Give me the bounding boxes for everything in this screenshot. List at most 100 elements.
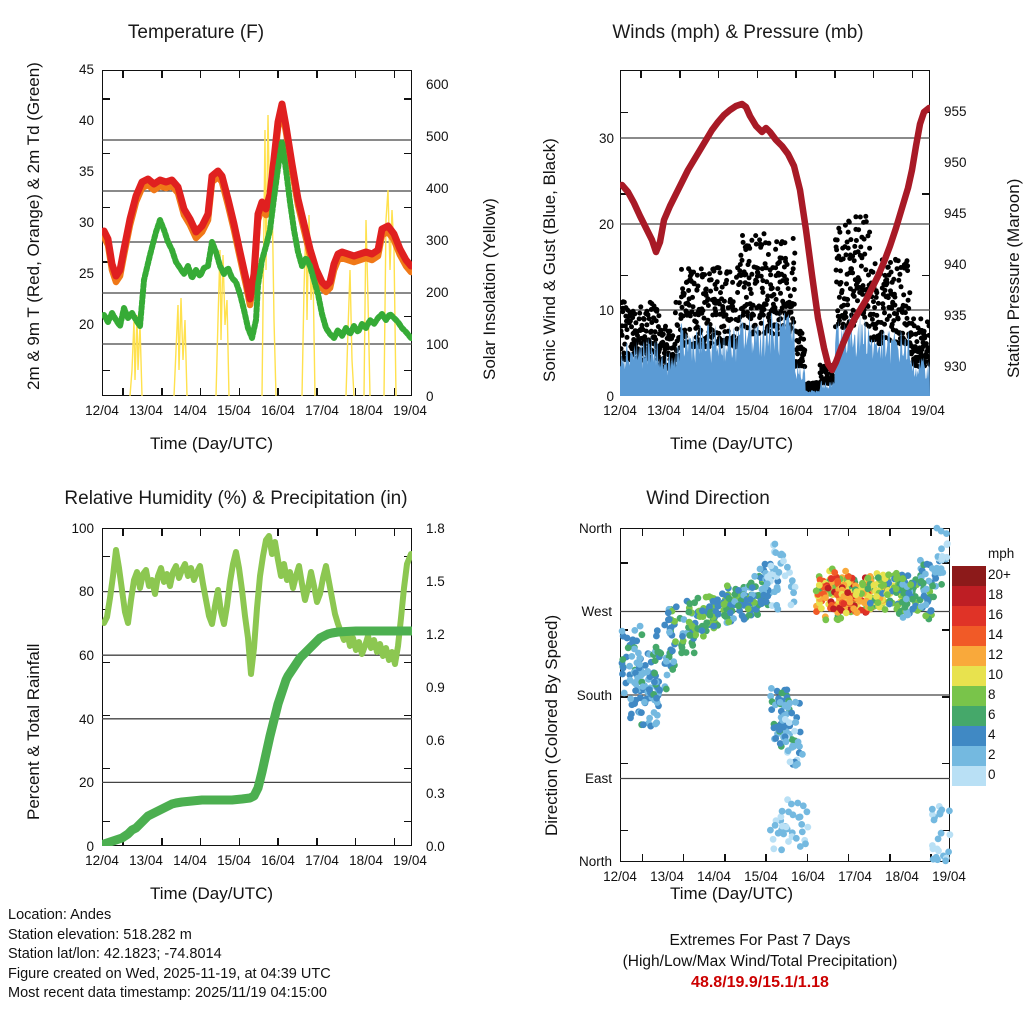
- axis-tick: [404, 714, 411, 717]
- axis-tick: [238, 529, 241, 536]
- panel-humidity-title: Relative Humidity (%) & Precipitation (i…: [64, 488, 408, 509]
- axis-tick: [393, 71, 396, 78]
- axis-tick: [621, 274, 628, 277]
- panel-winds-xtick-7: 19/04: [911, 403, 945, 418]
- panel-temperature: Temperature (F) 2m & 9m T (Red, Orange) …: [0, 0, 512, 470]
- axis-tick: [679, 71, 681, 78]
- axis-tick: [404, 767, 411, 770]
- extremes-subheading: (High/Low/Max Wind/Total Precipitation): [622, 953, 898, 970]
- colorbar-block-0: [952, 566, 986, 586]
- extremes-block: Extremes For Past 7 Days (High/Low/Max W…: [560, 930, 960, 993]
- axis-tick: [161, 388, 163, 395]
- panel-temperature-xtick-4: 16/04: [261, 403, 295, 418]
- temp-2m-trace: [102, 100, 412, 303]
- axis-tick: [404, 206, 411, 209]
- panel-temperature-xtick-7: 19/04: [393, 403, 427, 418]
- panel-wind-direction-ytick-2: South: [576, 688, 612, 703]
- colorbar-label-4: 12: [988, 647, 1004, 662]
- colorbar-unit-label: mph: [988, 546, 1015, 561]
- colorbar-block-1: [952, 586, 986, 606]
- panel-temperature-ytick-left-0: 20: [78, 317, 94, 332]
- axis-tick: [393, 838, 396, 845]
- panel-humidity-xtick-6: 18/04: [349, 853, 383, 868]
- axis-tick: [103, 206, 110, 209]
- extremes-heading: Extremes For Past 7 Days: [669, 932, 851, 949]
- axis-tick: [847, 529, 850, 536]
- axis-tick: [621, 562, 628, 564]
- panel-temperature-ytick-left-5: 45: [78, 62, 94, 77]
- sonic-wind-band: [620, 311, 930, 396]
- footer-elevation: Station elevation: 518.282 m: [8, 926, 192, 943]
- axis-tick: [199, 838, 202, 845]
- axis-tick: [199, 529, 202, 536]
- axis-tick: [404, 608, 411, 611]
- axis-tick: [756, 71, 759, 78]
- panel-temperature-ytick-left-4: 40: [78, 113, 94, 128]
- axis-tick: [316, 388, 318, 395]
- panel-wind-direction-title: Wind Direction: [646, 488, 770, 509]
- panel-humidity-ylabel-left: Percent & Total Rainfall: [24, 643, 43, 820]
- panel-wind-direction-ylabel-left: Direction (Colored By Speed): [542, 614, 561, 836]
- panel-winds-xtick-1: 13/04: [647, 403, 681, 418]
- axis-tick: [103, 661, 110, 664]
- colorbar-block-8: [952, 726, 986, 746]
- panel-wind-direction-xtick-3: 15/04: [744, 869, 778, 884]
- axis-tick: [724, 854, 726, 861]
- panel-winds-plot: [620, 100, 930, 396]
- panel-temperature-ytick-right-4: 400: [426, 181, 449, 196]
- panel-humidity-ytick-right-4: 1.2: [426, 627, 445, 642]
- panel-temperature-ytick-left-2: 30: [78, 215, 94, 230]
- axis-tick: [161, 838, 163, 845]
- panel-humidity-ytick-right-2: 0.6: [426, 733, 445, 748]
- panel-winds-ytick-left-2: 20: [598, 217, 614, 232]
- axis-tick: [316, 529, 318, 536]
- panel-winds-xtick-5: 17/04: [823, 403, 857, 418]
- colorbar-block-2: [952, 606, 986, 626]
- axis-tick: [806, 854, 809, 861]
- panel-humidity-xtick-4: 16/04: [261, 853, 295, 868]
- panel-humidity-xtick-1: 13/04: [129, 853, 163, 868]
- panel-winds-ytick-left-0: 0: [606, 389, 614, 404]
- axis-tick: [103, 369, 110, 372]
- axis-tick: [238, 838, 241, 845]
- colorbar-label-2: 16: [988, 607, 1004, 622]
- panel-winds-ytick-left-3: 30: [598, 131, 614, 146]
- axis-tick: [103, 261, 110, 263]
- colorbar-block-10: [952, 766, 986, 786]
- colorbar-blocks: [952, 566, 986, 786]
- panel-humidity-plot: [102, 533, 412, 846]
- axis-tick: [103, 714, 110, 717]
- panel-humidity-ytick-left-5: 100: [71, 521, 94, 536]
- axis-tick: [103, 152, 110, 155]
- axis-tick: [199, 388, 202, 395]
- axis-tick: [393, 529, 396, 536]
- panel-winds-ytick-right-5: 955: [944, 104, 967, 119]
- axis-tick: [103, 98, 110, 100]
- axis-tick: [354, 529, 357, 536]
- axis-tick: [621, 193, 628, 195]
- axis-tick: [942, 829, 949, 832]
- panel-humidity-ytick-right-1: 0.3: [426, 786, 445, 801]
- axis-tick: [682, 854, 685, 861]
- panel-wind-direction-xtick-6: 18/04: [885, 869, 919, 884]
- panel-temperature-xtick-5: 17/04: [305, 403, 339, 418]
- axis-tick: [404, 820, 411, 823]
- axis-tick: [316, 838, 318, 845]
- extremes-values: 48.8/19.9/15.1/1.18: [691, 974, 829, 991]
- colorbar-block-3: [952, 626, 986, 646]
- axis-tick: [641, 529, 644, 536]
- axis-tick: [834, 71, 836, 78]
- axis-tick: [922, 274, 929, 277]
- axis-tick: [122, 529, 124, 536]
- panel-temperature-ytick-right-1: 100: [426, 337, 449, 352]
- panel-winds-ytick-right-1: 935: [944, 308, 967, 323]
- panel-wind-direction-xtick-0: 12/04: [603, 869, 637, 884]
- panel-winds-ylabel-left: Sonic Wind & Gust (Blue, Black): [540, 138, 559, 382]
- axis-tick: [911, 71, 914, 78]
- axis-tick: [354, 71, 357, 78]
- panel-temperature-xtick-2: 14/04: [173, 403, 207, 418]
- axis-tick: [795, 71, 797, 78]
- panel-humidity-xlabel: Time (Day/UTC): [150, 884, 274, 903]
- panel-winds-ytick-right-3: 945: [944, 206, 967, 221]
- axis-tick: [765, 854, 767, 861]
